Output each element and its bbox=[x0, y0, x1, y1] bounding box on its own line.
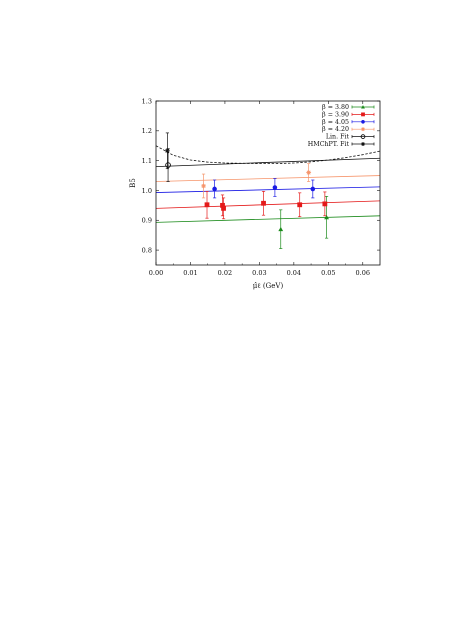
y-axis: 0.8 0.9 1.0 1.1 1.2 1.3 bbox=[142, 97, 380, 254]
band-line bbox=[155, 186, 381, 193]
data-point bbox=[297, 192, 303, 218]
legend-label: β = 3.80 bbox=[322, 104, 349, 111]
data-point bbox=[221, 197, 226, 220]
data-point bbox=[272, 178, 278, 197]
data-point bbox=[212, 179, 217, 199]
x-tick-label: 0.02 bbox=[218, 269, 232, 277]
x-tick-label: 0.00 bbox=[149, 269, 163, 277]
legend-item: Lin. Fit bbox=[326, 134, 375, 141]
x-axis: 0.00 0.01 0.02 0.03 0.04 0.05 0.06 bbox=[149, 101, 370, 277]
band-line bbox=[155, 175, 381, 182]
marker-triangle bbox=[361, 105, 365, 109]
marker-star bbox=[164, 148, 170, 154]
data-points bbox=[164, 132, 329, 249]
marker-circle bbox=[272, 185, 278, 190]
y-tick-label: 0.9 bbox=[142, 217, 152, 225]
marker-open-circle bbox=[165, 162, 171, 168]
band-line bbox=[155, 215, 381, 223]
data-point bbox=[204, 190, 210, 219]
fit-lines bbox=[155, 145, 381, 167]
marker-triangle bbox=[278, 226, 284, 232]
x-tick-label: 0.06 bbox=[356, 269, 370, 277]
marker-circle bbox=[361, 119, 365, 124]
data-point bbox=[164, 132, 170, 170]
marker-triangle bbox=[324, 214, 329, 220]
x-tick-label: 0.04 bbox=[287, 269, 301, 277]
y-axis-title: B5 bbox=[129, 178, 137, 188]
band-line bbox=[155, 200, 381, 209]
legend-item: β = 3.90 bbox=[322, 111, 375, 118]
marker-star bbox=[201, 183, 206, 189]
fit-curve bbox=[155, 157, 381, 167]
legend-item: β = 3.80 bbox=[322, 104, 375, 111]
data-point bbox=[201, 173, 206, 199]
marker-square bbox=[204, 202, 210, 208]
data-point bbox=[165, 148, 171, 182]
marker-circle bbox=[212, 186, 217, 192]
x-axis-title: μ̂ℓ (GeV) bbox=[253, 281, 284, 290]
marker-square bbox=[361, 112, 365, 117]
marker-square bbox=[220, 202, 225, 208]
marker-square bbox=[261, 200, 266, 206]
fit-bands bbox=[155, 175, 381, 223]
y-tick-label: 1.1 bbox=[142, 157, 152, 165]
legend-label: β = 3.90 bbox=[322, 111, 349, 118]
data-point bbox=[261, 190, 266, 216]
legend-label: HMChPT. Fit bbox=[308, 141, 350, 148]
legend-item: β = 4.20 bbox=[322, 126, 375, 133]
marker-square bbox=[322, 201, 328, 207]
legend-label: β = 4.05 bbox=[322, 119, 349, 126]
plot-frame bbox=[155, 100, 381, 266]
marker-star bbox=[361, 127, 365, 132]
data-point bbox=[278, 209, 284, 249]
data-point bbox=[310, 179, 316, 199]
legend-label: β = 4.20 bbox=[322, 126, 349, 133]
x-tick-label: 0.03 bbox=[252, 269, 266, 277]
marker-open-circle bbox=[360, 134, 366, 139]
x-tick-label: 0.01 bbox=[183, 269, 197, 277]
y-tick-label: 1.3 bbox=[142, 97, 152, 105]
marker-star bbox=[306, 170, 312, 175]
marker-star bbox=[361, 142, 365, 146]
marker-square bbox=[221, 205, 226, 211]
legend-label: Lin. Fit bbox=[326, 134, 350, 141]
marker-square bbox=[297, 202, 303, 208]
y-tick-label: 1.0 bbox=[142, 187, 152, 195]
data-point bbox=[322, 191, 328, 217]
y-tick-label: 1.2 bbox=[142, 127, 152, 135]
legend-item: β = 4.05 bbox=[322, 119, 375, 126]
fit-curve bbox=[155, 145, 381, 165]
x-tick-label: 0.05 bbox=[321, 269, 335, 277]
data-point bbox=[306, 163, 312, 182]
y-tick-label: 0.8 bbox=[142, 246, 152, 254]
marker-circle bbox=[310, 186, 316, 192]
legend-item: HMChPT. Fit bbox=[308, 141, 375, 148]
